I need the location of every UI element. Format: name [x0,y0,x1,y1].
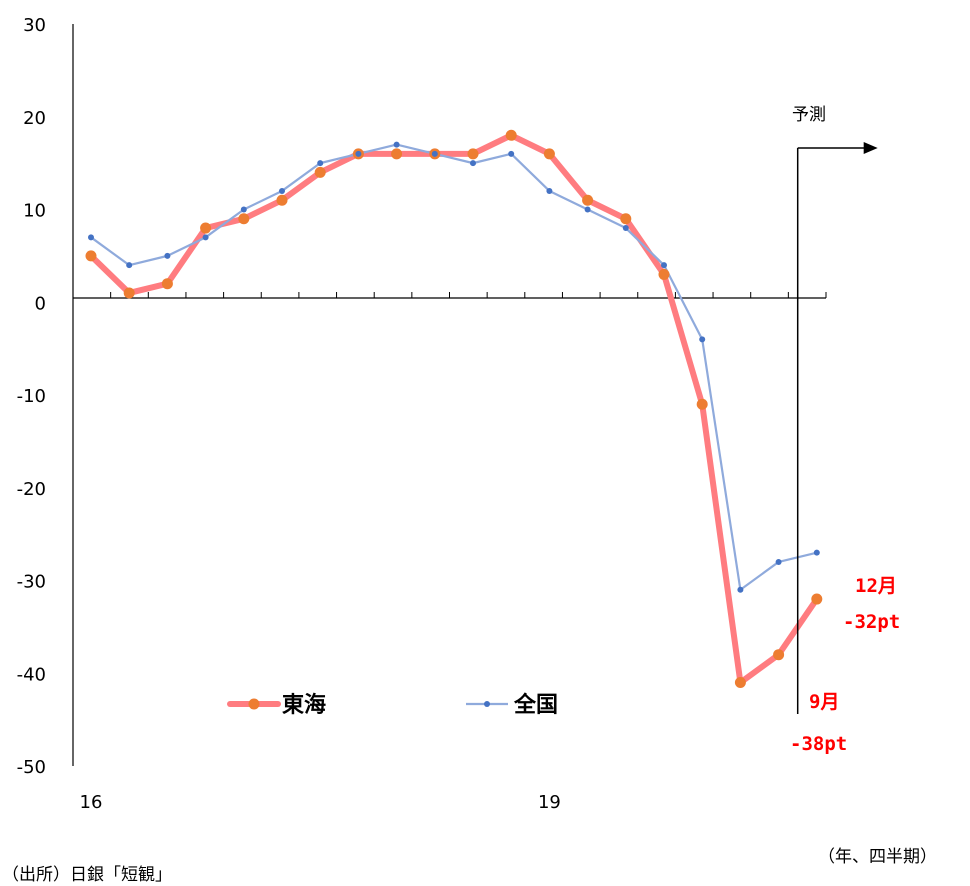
point-zenkoku [202,234,209,241]
point-zenkoku [775,558,782,565]
point-zenkoku [584,206,591,213]
point-tokai [696,398,708,410]
y-tick-label: 0 [35,293,46,314]
series-line-tokai [88,132,820,686]
point-tokai [620,213,632,225]
point-zenkoku [355,150,362,157]
point-zenkoku [240,206,247,213]
source-note: （出所）日銀「短観」 [2,865,172,885]
point-tokai [467,148,479,160]
forecast-marker: 予測 [792,105,878,714]
axes [72,24,827,766]
y-tick-labels: 30 20 10 0 -10 -20 -30 -40 -50 [17,15,46,778]
point-tokai [123,287,135,299]
point-tokai [773,649,785,661]
point-zenkoku [661,262,667,269]
point-tokai [161,278,173,290]
y-tick-label: -50 [17,757,46,778]
annotation-latest-value: -32pt [843,611,900,633]
point-tokai [85,250,97,262]
point-zenkoku [126,262,133,269]
point-zenkoku [470,160,476,167]
annotation-latest-month: 12月 [855,575,897,597]
point-zenkoku [431,150,438,157]
point-tokai [658,268,670,280]
point-tokai [811,593,823,605]
forecast-label: 予測 [792,105,826,125]
point-tokai [734,677,746,689]
legend-marker-zenkoku [484,701,490,707]
series-layer [85,129,823,689]
x-tick-label: 19 [538,792,561,813]
point-zenkoku [813,549,820,556]
point-tokai [543,148,555,160]
point-zenkoku [164,252,171,259]
point-tokai [391,148,403,160]
y-tick-label: 10 [23,201,46,222]
legend-item-zenkoku: 全国 [466,692,558,718]
y-tick-label: -20 [17,479,46,500]
annotation-previous-value: -38pt [790,733,847,755]
point-zenkoku [546,187,553,194]
annotation-previous: 9月 -38pt [790,691,847,755]
y-tick-label: 30 [23,15,46,36]
point-tokai [314,166,326,178]
legend-label-zenkoku: 全国 [513,692,558,718]
point-zenkoku [393,141,400,148]
y-tick-label: -40 [17,664,46,685]
point-tokai [276,194,288,206]
point-zenkoku [508,150,515,157]
y-tick-label: -30 [17,572,46,593]
point-tokai [238,213,250,225]
legend-marker-tokai [248,698,260,710]
point-zenkoku [279,187,285,194]
annotation-latest: 12月 -32pt [843,575,900,633]
x-tick-labels: 16 19 [80,792,561,813]
point-zenkoku [317,160,324,167]
series-line-zenkoku [90,143,818,591]
point-zenkoku [88,234,94,241]
legend-item-tokai: 東海 [227,692,326,718]
legend: 東海 全国 [227,692,558,718]
x-tick-label: 16 [80,792,103,813]
point-zenkoku [699,336,706,343]
point-zenkoku [737,586,744,593]
y-tick-label: 20 [23,108,46,129]
point-tokai [582,194,594,206]
point-tokai [200,222,212,234]
unit-note: （年、四半期） [818,847,937,867]
legend-label-tokai: 東海 [282,692,326,718]
point-zenkoku [622,225,629,232]
point-tokai [505,129,517,141]
annotation-previous-month: 9月 [809,691,839,713]
y-tick-label: -10 [17,386,46,407]
forecast-arrow-head [863,142,878,154]
